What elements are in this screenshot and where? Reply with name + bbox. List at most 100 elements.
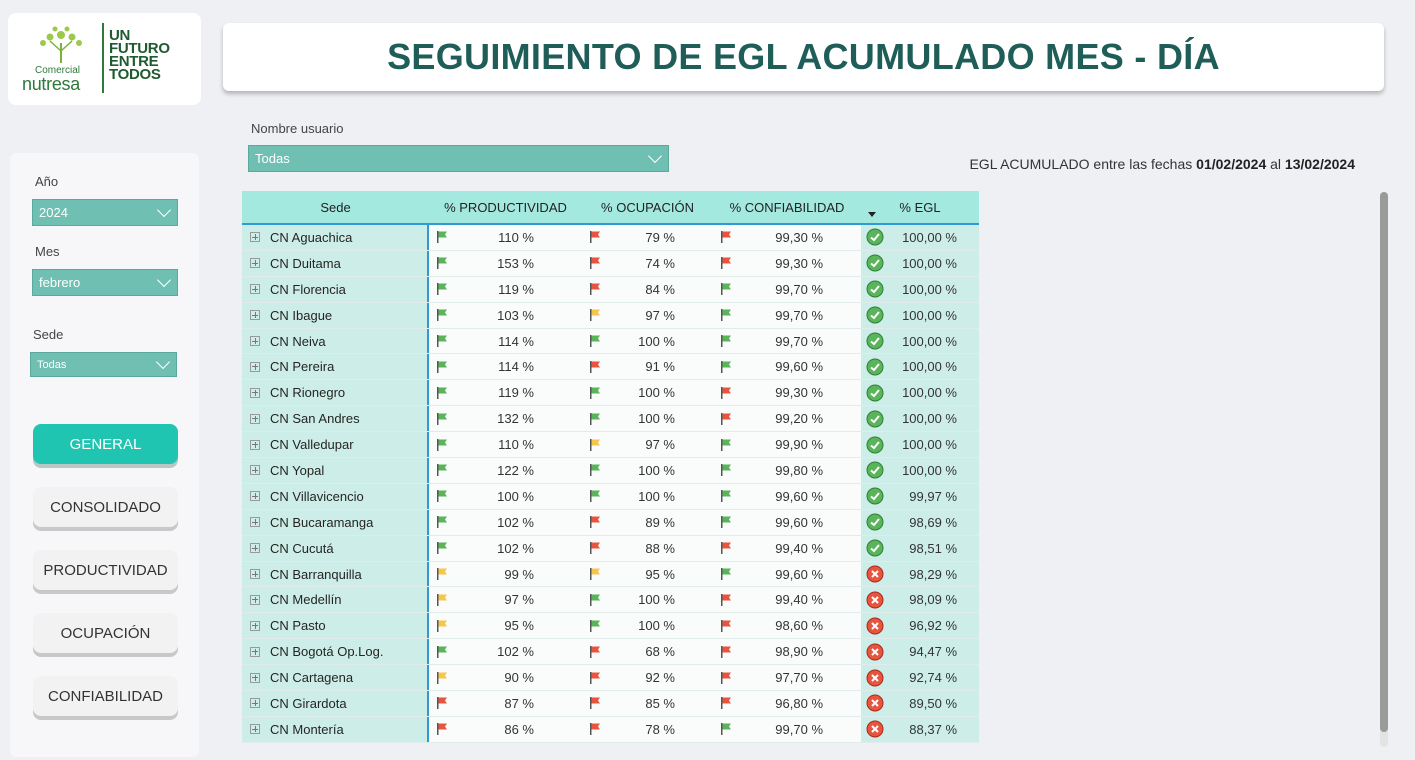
column-header-egl[interactable]: % EGL [861, 191, 979, 223]
x-circle-icon [866, 720, 884, 738]
productividad-cell: 102 % [429, 536, 582, 561]
green-flag-icon [437, 257, 447, 270]
table-row[interactable]: CN Duitama 153 % 74 % 99,30 % 100,00 % [242, 250, 979, 277]
table-row[interactable]: CN Bucaramanga 102 % 89 % 99,60 % 98,69 % [242, 509, 979, 536]
table-row[interactable]: CN Barranquilla 99 % 95 % 99,60 % 98,29 % [242, 561, 979, 588]
egl-cell: 92,74 % [861, 665, 979, 691]
ocupacion-cell: 85 % [582, 691, 713, 716]
table-row[interactable]: CN Montería 86 % 78 % 99,70 % 88,37 % [242, 716, 979, 743]
sede-cell: CN Cartagena [242, 665, 429, 691]
sede-name: CN Bogotá Op.Log. [270, 644, 384, 660]
expand-icon[interactable] [250, 310, 260, 321]
table-row[interactable]: CN Bogotá Op.Log. 102 % 68 % 98,90 % 94,47 % [242, 639, 979, 666]
expand-icon[interactable] [250, 724, 260, 735]
expand-icon[interactable] [250, 465, 260, 476]
yellow-flag-icon [437, 671, 447, 684]
general-button[interactable]: GENERAL [33, 424, 178, 464]
expand-icon[interactable] [250, 361, 260, 372]
egl-cell: 100,00 % [861, 380, 979, 406]
green-flag-icon [437, 438, 447, 451]
productividad-cell: 95 % [429, 613, 582, 638]
sede-name: CN Barranquilla [270, 566, 362, 582]
table-row[interactable]: CN Florencia 119 % 84 % 99,70 % 100,00 % [242, 276, 979, 303]
scrollbar-thumb[interactable] [1380, 192, 1388, 732]
table-row[interactable]: CN Valledupar 110 % 97 % 99,90 % 100,00 % [242, 432, 979, 459]
confiabilidad-button[interactable]: CONFIABILIDAD [33, 676, 178, 716]
month-dropdown[interactable]: febrero [32, 269, 178, 296]
column-header-sede[interactable]: Sede [320, 199, 351, 215]
expand-icon[interactable] [250, 491, 260, 502]
table-row[interactable]: CN Medellín 97 % 100 % 99,40 % 98,09 % [242, 587, 979, 614]
table-row[interactable]: CN Pereira 114 % 91 % 99,60 % 100,00 % [242, 354, 979, 381]
productividad-button[interactable]: PRODUCTIVIDAD [33, 550, 178, 590]
expand-icon[interactable] [250, 517, 260, 528]
ocupacion-cell: 78 % [582, 717, 713, 742]
consolidado-button[interactable]: CONSOLIDADO [33, 487, 178, 527]
egl-value: 92,74 % [909, 670, 957, 686]
expand-icon[interactable] [250, 284, 260, 295]
ocupacion-value: 78 % [645, 721, 675, 737]
expand-icon[interactable] [250, 543, 260, 554]
column-header-confiabilidad[interactable]: % CONFIABILIDAD [729, 199, 845, 215]
expand-icon[interactable] [250, 594, 260, 605]
expand-icon[interactable] [250, 698, 260, 709]
table-row[interactable]: CN Yopal 122 % 100 % 99,80 % 100,00 % [242, 458, 979, 484]
table-row[interactable]: CN Aguachica 110 % 79 % 99,30 % 100,00 % [242, 225, 979, 251]
page-scrollbar[interactable] [1380, 192, 1388, 747]
egl-cell: 98,51 % [861, 535, 979, 561]
table-row[interactable]: CN Ibague 103 % 97 % 99,70 % 100,00 % [242, 302, 979, 329]
sede-name: CN Valledupar [270, 437, 354, 453]
column-header-productividad[interactable]: % PRODUCTIVIDAD [444, 199, 567, 215]
productividad-value: 102 % [497, 540, 534, 556]
table-row[interactable]: CN Cartagena 90 % 92 % 97,70 % 92,74 % [242, 665, 979, 692]
expand-icon[interactable] [250, 439, 260, 450]
ocupacion-value: 100 % [638, 411, 675, 427]
egl-cell: 100,00 % [861, 276, 979, 302]
green-flag-icon [437, 360, 447, 373]
egl-cell: 100,00 % [861, 432, 979, 458]
sede-filter-label: Sede [33, 327, 64, 342]
red-flag-icon [590, 542, 600, 555]
sede-cell: CN Duitama [242, 250, 429, 276]
productividad-cell: 119 % [429, 380, 582, 405]
table-row[interactable]: CN Cucutá 102 % 88 % 99,40 % 98,51 % [242, 535, 979, 562]
expand-icon[interactable] [250, 620, 260, 631]
ocupacion-button[interactable]: OCUPACIÓN [33, 613, 178, 653]
year-dropdown[interactable]: 2024 [32, 199, 178, 226]
user-dropdown[interactable]: Todas [248, 145, 669, 172]
ocupacion-value: 89 % [645, 514, 675, 530]
sede-name: CN Rionegro [270, 385, 346, 401]
egl-cell: 100,00 % [861, 225, 979, 250]
table-row[interactable]: CN San Andres 132 % 100 % 99,20 % 100,00 % [242, 406, 979, 433]
expand-icon[interactable] [250, 569, 260, 580]
confiabilidad-value: 99,70 % [775, 333, 823, 349]
green-flag-icon [437, 516, 447, 529]
check-circle-icon [866, 306, 884, 324]
ocupacion-value: 84 % [645, 281, 675, 297]
expand-icon[interactable] [250, 232, 260, 243]
table-row[interactable]: CN Pasto 95 % 100 % 98,60 % 96,92 % [242, 613, 979, 640]
confiabilidad-value: 97,70 % [775, 670, 823, 686]
column-header-ocupacion[interactable]: % OCUPACIÓN [601, 199, 694, 215]
productividad-value: 110 % [498, 437, 534, 453]
confiabilidad-value: 99,70 % [775, 281, 823, 297]
productividad-value: 95 % [504, 618, 534, 634]
expand-icon[interactable] [250, 413, 260, 424]
confiabilidad-cell: 99,70 % [713, 277, 861, 302]
sede-cell: CN Pereira [242, 354, 429, 380]
expand-icon[interactable] [250, 387, 260, 398]
expand-icon[interactable] [250, 646, 260, 657]
expand-icon[interactable] [250, 672, 260, 683]
table-row[interactable]: CN Neiva 114 % 100 % 99,70 % 100,00 % [242, 328, 979, 355]
egl-value: 98,09 % [909, 592, 957, 608]
expand-icon[interactable] [250, 258, 260, 269]
ocupacion-value: 100 % [638, 618, 675, 634]
sede-dropdown[interactable]: Todas [30, 352, 177, 377]
red-flag-icon [721, 386, 731, 399]
table-row[interactable]: CN Villavicencio 100 % 100 % 99,60 % 99,97 % [242, 483, 979, 510]
table-row[interactable]: CN Girardota 87 % 85 % 96,80 % 89,50 % [242, 691, 979, 717]
ocupacion-value: 97 % [645, 437, 675, 453]
expand-icon[interactable] [250, 336, 260, 346]
table-row[interactable]: CN Rionegro 119 % 100 % 99,30 % 100,00 % [242, 380, 979, 407]
ocupacion-value: 88 % [645, 540, 675, 556]
